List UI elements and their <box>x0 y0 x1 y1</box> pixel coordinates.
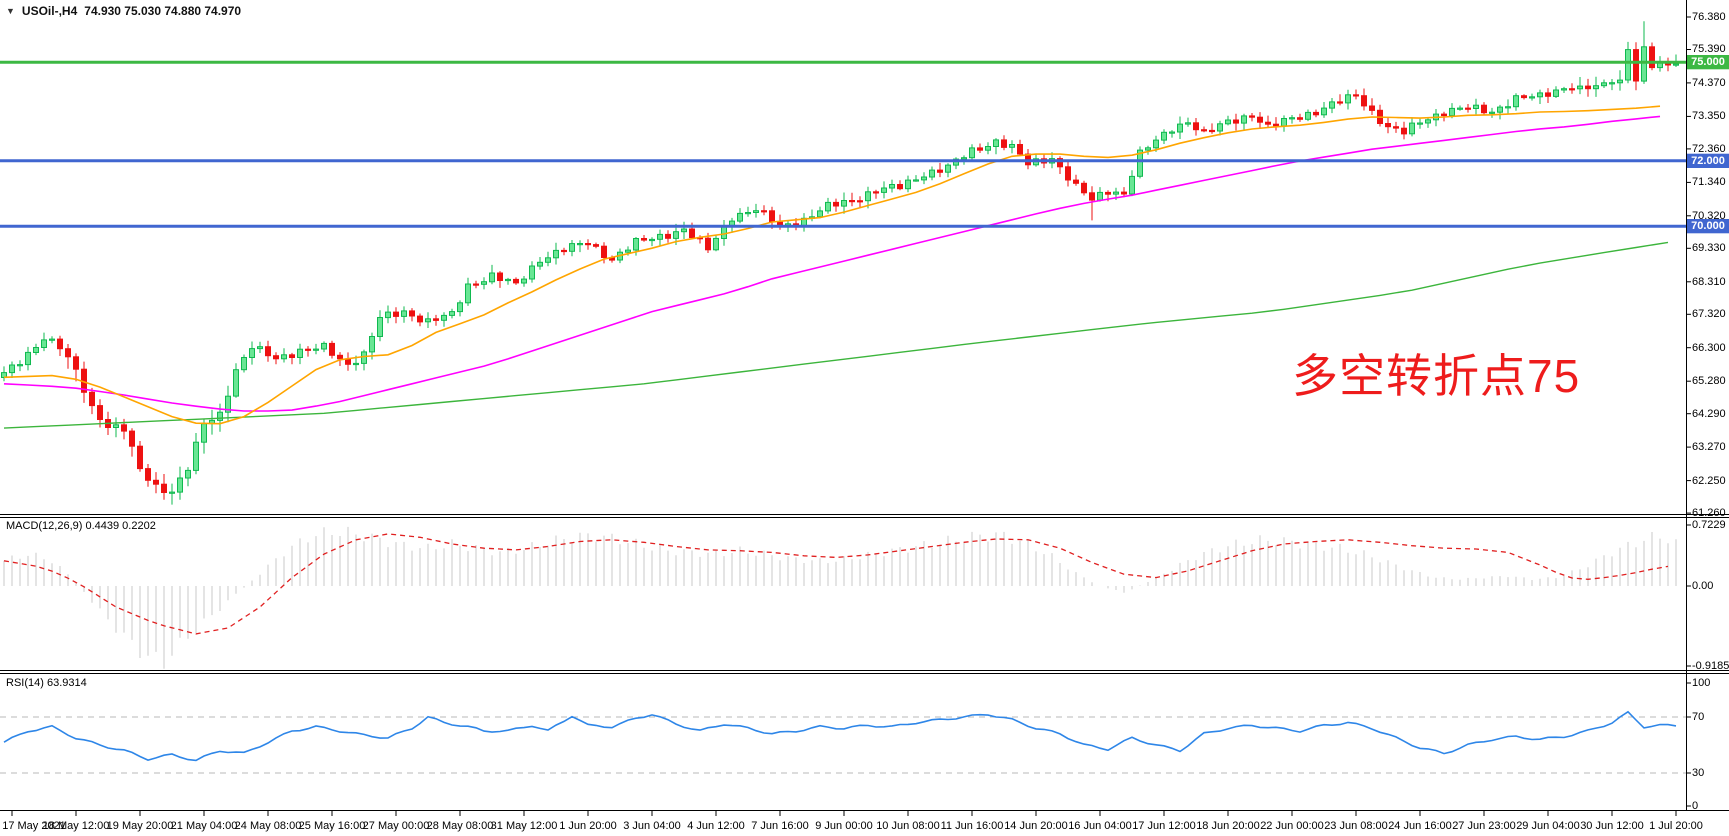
price-axis-label: 67.320 <box>1692 308 1726 321</box>
price-axis-label: 65.280 <box>1692 375 1726 388</box>
price-level-badge: 75.000 <box>1687 55 1729 70</box>
rsi-axis-label: 100 <box>1692 677 1711 689</box>
time-axis-label: 24 May 08:00 <box>234 820 302 832</box>
rsi-axis-label: 0 <box>1692 800 1699 812</box>
price-axis-label: 71.340 <box>1692 176 1726 189</box>
time-axis-label: 14 Jun 20:00 <box>1004 820 1068 832</box>
macd-axis-label: 0.7229 <box>1692 519 1726 531</box>
time-axis-label: 16 Jun 04:00 <box>1068 820 1132 832</box>
price-axis-label: 70.320 <box>1692 209 1726 222</box>
price-axis-label: 68.310 <box>1692 275 1726 288</box>
time-axis-label: 18 Jun 20:00 <box>1196 820 1260 832</box>
price-axis-label: 62.250 <box>1692 474 1726 487</box>
price-level-badge: 72.000 <box>1687 153 1729 168</box>
time-axis-label: 21 May 04:00 <box>170 820 238 832</box>
time-axis-label: 1 Jul 20:00 <box>1649 820 1703 832</box>
time-axis-label: 27 Jun 23:00 <box>1452 820 1516 832</box>
ohlc-values: 74.930 75.030 74.880 74.970 <box>84 4 242 18</box>
time-axis-label: 28 May 08:00 <box>426 820 494 832</box>
time-axis-label: 17 May 2021 <box>2 820 66 832</box>
time-axis-label: 19 May 20:00 <box>106 820 174 832</box>
price-axis-label: 64.290 <box>1692 407 1726 420</box>
time-axis-label: 29 Jun 04:00 <box>1516 820 1580 832</box>
price-axis-label: 61.260 <box>1692 507 1726 520</box>
price-axis-label: 63.270 <box>1692 441 1726 454</box>
time-axis-label: 1 Jun 20:00 <box>559 820 617 832</box>
price-axis-label: 75.390 <box>1692 43 1726 56</box>
time-axis-label: 25 May 16:00 <box>298 820 366 832</box>
time-axis-label: 4 Jun 12:00 <box>687 820 745 832</box>
price-annotation-text: 多空转折点75 <box>1292 350 1581 402</box>
time-axis-label: 24 Jun 16:00 <box>1388 820 1452 832</box>
price-level-badge: 70.000 <box>1687 219 1729 234</box>
time-axis-label: 11 Jun 16:00 <box>940 820 1004 832</box>
time-axis-label: 31 May 12:00 <box>490 820 558 832</box>
rsi-axis-label: 70 <box>1692 711 1705 723</box>
time-axis-label: 18 May 12:00 <box>42 820 110 832</box>
time-axis-label: 22 Jun 00:00 <box>1260 820 1324 832</box>
rsi-axis-label: 30 <box>1692 767 1705 779</box>
symbol-period-label: USOil-,H4 <box>21 4 78 18</box>
time-axis-label: 7 Jun 16:00 <box>751 820 809 832</box>
macd-axis-label: 0.00 <box>1692 580 1714 592</box>
rsi-indicator-label: RSI(14) 63.9314 <box>6 677 87 689</box>
price-axis-label: 76.380 <box>1692 11 1726 23</box>
time-axis-label: 17 Jun 12:00 <box>1132 820 1196 832</box>
price-axis-label: 73.350 <box>1692 110 1726 123</box>
time-axis-label: 10 Jun 08:00 <box>876 820 940 832</box>
time-axis-label: 27 May 00:00 <box>362 820 430 832</box>
time-axis-label: 3 Jun 04:00 <box>623 820 681 832</box>
chart-title-bar: ▼ USOil-,H4 74.930 75.030 74.880 74.970 <box>6 4 241 18</box>
price-axis-label: 72.360 <box>1692 142 1726 155</box>
price-axis-label: 74.370 <box>1692 76 1726 89</box>
symbol-dropdown-icon[interactable]: ▼ <box>6 6 15 16</box>
macd-indicator-label: MACD(12,26,9) 0.4439 0.2202 <box>6 520 156 532</box>
macd-axis-label: -0.9185 <box>1692 660 1729 672</box>
time-axis-label: 9 Jun 00:00 <box>815 820 873 832</box>
time-axis-label: 30 Jun 12:00 <box>1580 820 1644 832</box>
price-axis-label: 69.330 <box>1692 242 1726 255</box>
price-axis-label: 66.300 <box>1692 341 1726 354</box>
time-axis-label: 23 Jun 08:00 <box>1324 820 1388 832</box>
